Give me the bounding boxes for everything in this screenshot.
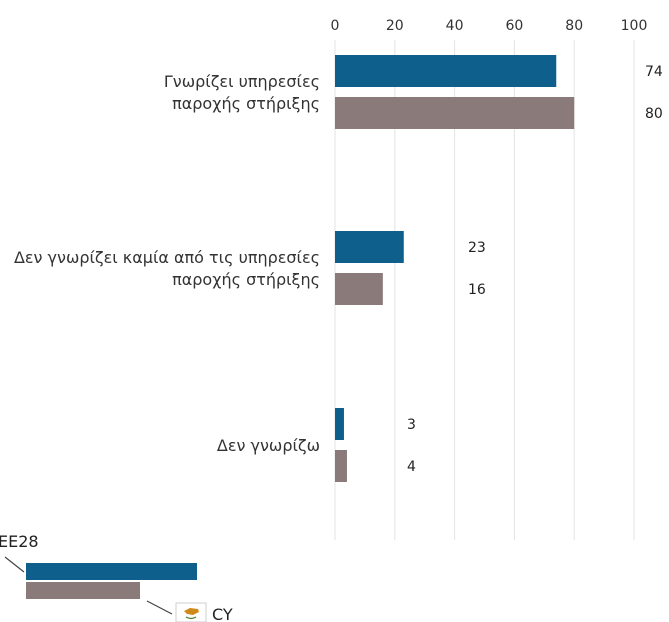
value-label: 80 [645,106,663,122]
bar-ee28 [335,231,404,263]
legend-leader-ee28 [4,556,25,573]
legend-swatch-cy [26,582,140,599]
legend-label-ee28: EE28 [0,532,39,551]
legend-leader-cy [146,600,173,615]
legend-label-cy: CY [212,605,233,622]
bar-ee28 [335,55,557,87]
legend: EE28 CY [0,532,233,622]
x-tick-label: 20 [386,18,404,34]
bar-cy [335,450,347,482]
value-label: 16 [468,282,486,298]
category-label: Δεν γνωρίζω [217,436,320,455]
bar-ee28 [335,408,344,440]
value-label: 4 [407,459,416,475]
value-label: 23 [468,240,486,256]
value-label: 3 [407,417,416,433]
x-tick-label: 100 [621,18,648,34]
category-label: Δεν γνωρίζει καμία από τις υπηρεσίες [14,248,320,267]
bar-cy [335,97,575,129]
value-labels: 74 80 23 16 3 4 [407,64,663,475]
value-label: 74 [645,64,663,80]
bar-cy [335,273,383,305]
category-label: Γνωρίζει υπηρεσίες [164,72,320,91]
x-tick-label: 60 [505,18,523,34]
x-tick-label: 80 [565,18,583,34]
x-tick-label: 40 [446,18,464,34]
category-label: παροχής στήριξης [172,94,320,113]
category-label: παροχής στήριξης [172,270,320,289]
x-tick-labels: 0 20 40 60 80 100 [331,18,648,34]
x-tick-label: 0 [331,18,340,34]
cyprus-flag-icon [175,602,207,622]
legend-swatch-ee28 [26,563,197,580]
bars [335,55,575,482]
category-labels: Γνωρίζει υπηρεσίες παροχής στήριξης Δεν γν… [14,72,320,455]
